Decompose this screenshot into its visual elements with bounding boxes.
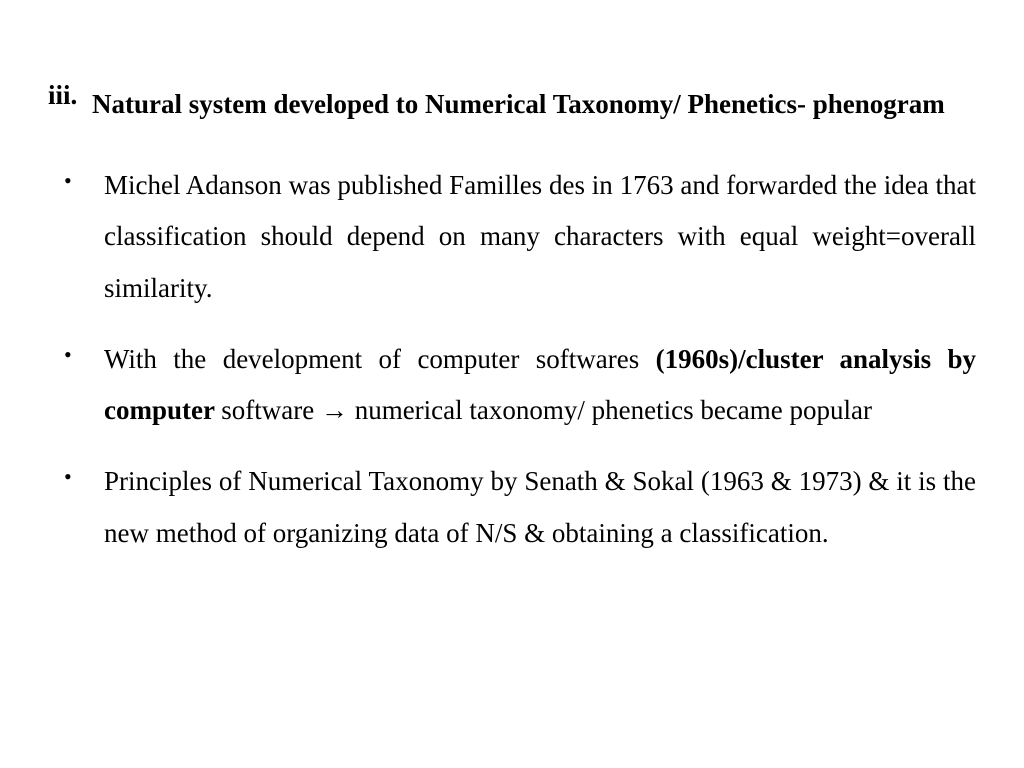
bullet-text: Principles of Numerical Taxonomy by Sena…: [104, 456, 976, 559]
section-heading: iii. Natural system developed to Numeric…: [48, 80, 976, 130]
list-item: •Principles of Numerical Taxonomy by Sen…: [54, 456, 976, 559]
heading-marker: iii.: [48, 80, 92, 111]
text-run: software → numerical taxonomy/ phenetics…: [221, 395, 872, 425]
text-run: With the development of computer softwar…: [104, 344, 656, 374]
list-item: •With the development of computer softwa…: [54, 334, 976, 437]
text-run: Principles of Numerical Taxonomy by Sena…: [104, 466, 976, 547]
bullet-text: With the development of computer softwar…: [104, 334, 976, 437]
text-run: Michel Adanson was published Familles de…: [104, 170, 976, 303]
bullet-marker: •: [54, 160, 104, 202]
bullet-text: Michel Adanson was published Familles de…: [104, 160, 976, 314]
list-item: •Michel Adanson was published Familles d…: [54, 160, 976, 314]
bullet-marker: •: [54, 456, 104, 498]
bullet-marker: •: [54, 334, 104, 376]
bullet-list: •Michel Adanson was published Familles d…: [48, 160, 976, 559]
heading-text: Natural system developed to Numerical Ta…: [92, 80, 976, 130]
